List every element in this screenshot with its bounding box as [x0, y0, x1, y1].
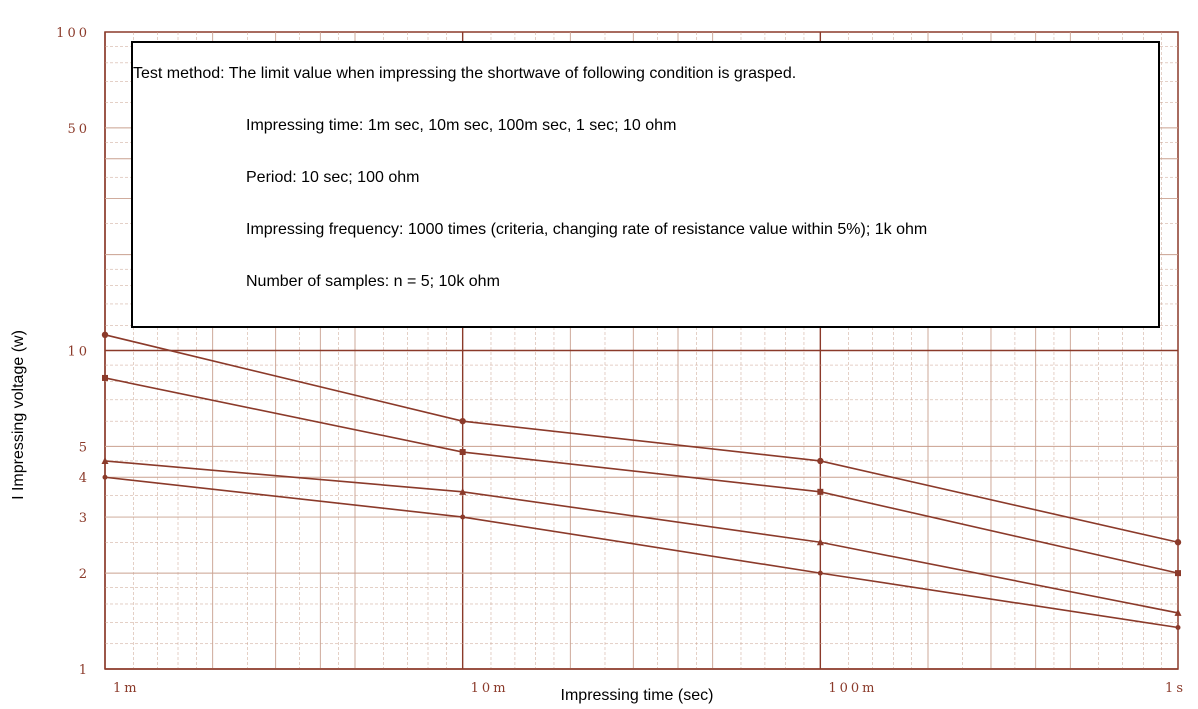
- series-line-1: [104, 334, 1179, 544]
- y-tick-label: 10: [67, 345, 90, 360]
- data-point: [1174, 539, 1182, 546]
- x-tick-label: 100m: [828, 681, 877, 696]
- y-tick-label: 5: [79, 440, 90, 455]
- data-point: [459, 487, 467, 495]
- test-method-box: Test method: The limit value when impres…: [131, 41, 1160, 328]
- data-point: [817, 457, 824, 465]
- data-point: [817, 570, 823, 576]
- x-tick-label: 1s: [1165, 681, 1186, 696]
- test-method-line: Number of samples: n = 5; 10k ohm: [246, 273, 500, 290]
- y-tick-label: 100: [56, 26, 90, 41]
- data-point: [816, 538, 824, 546]
- test-method-title: Test method: The limit value when impres…: [133, 65, 797, 82]
- x-tick-labels: 1m 10m 100m 1s: [113, 681, 1186, 696]
- series-line-4: [104, 476, 1179, 629]
- x-tick-label: 10m: [471, 681, 509, 696]
- data-point: [101, 331, 109, 339]
- data-point: [1175, 624, 1181, 630]
- y-tick-label: 4: [79, 471, 90, 486]
- test-method-line: Impressing frequency: 1000 times (criter…: [246, 221, 928, 238]
- series-lines: [101, 331, 1182, 630]
- test-method-line: Impressing time: 1m sec, 10m sec, 100m s…: [246, 117, 677, 134]
- data-point: [817, 488, 824, 495]
- series-line-3: [104, 460, 1179, 614]
- y-tick-label: 1: [79, 663, 90, 678]
- data-point: [1175, 570, 1181, 577]
- data-point: [102, 374, 108, 381]
- y-tick-labels: 100 50 10 5 4 3 2 1: [56, 26, 90, 678]
- y-tick-label: 3: [79, 511, 90, 526]
- series-line-2: [104, 377, 1179, 574]
- y-axis-title: I Impressing voltage (w): [10, 330, 27, 500]
- x-axis-title: Impressing time (sec): [561, 687, 714, 704]
- data-point: [1174, 608, 1182, 616]
- test-method-line: Period: 10 sec; 100 ohm: [246, 169, 420, 186]
- data-point: [459, 449, 466, 456]
- data-point: [101, 456, 109, 464]
- data-point: [102, 474, 108, 480]
- x-tick-label: 1m: [113, 681, 140, 696]
- data-point: [459, 417, 466, 425]
- data-point: [460, 514, 466, 520]
- y-tick-label: 2: [79, 567, 90, 582]
- y-tick-label: 50: [67, 122, 90, 137]
